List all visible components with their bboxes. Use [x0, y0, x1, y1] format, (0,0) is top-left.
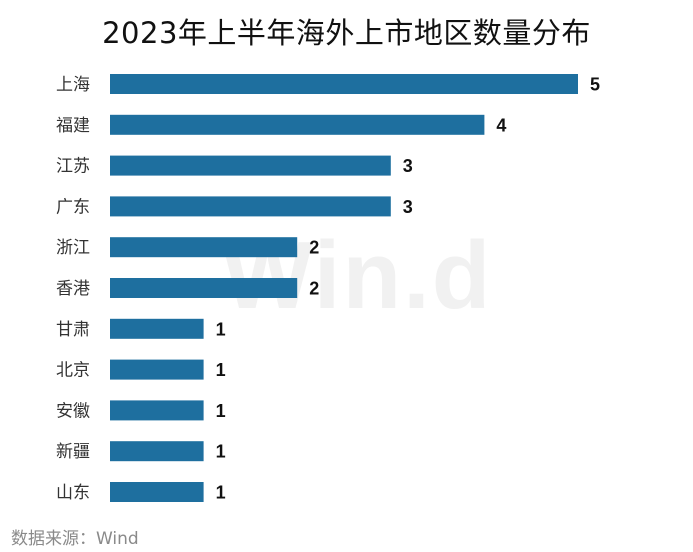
bar — [110, 278, 298, 298]
category-label: 福建 — [56, 116, 90, 136]
category-label: 北京 — [56, 361, 90, 381]
value-label: 3 — [403, 197, 413, 217]
bar — [110, 482, 204, 502]
chart-title: 2023年上半年海外上市地区数量分布 — [102, 16, 591, 50]
category-label: 上海 — [56, 75, 90, 95]
category-label: 香港 — [56, 279, 90, 299]
bar — [110, 400, 204, 421]
value-label: 1 — [216, 483, 226, 503]
bar — [110, 237, 298, 258]
bar — [110, 441, 204, 462]
category-label: 安徽 — [56, 401, 90, 421]
category-label: 浙江 — [56, 238, 90, 258]
value-label: 2 — [309, 238, 319, 258]
value-label: 2 — [309, 279, 319, 299]
value-label: 1 — [216, 401, 226, 421]
bar — [110, 74, 578, 94]
bar — [110, 318, 204, 339]
bar — [110, 196, 391, 217]
bar — [110, 359, 204, 380]
category-label: 江苏 — [56, 157, 90, 177]
value-label: 1 — [216, 442, 226, 462]
value-label: 5 — [590, 75, 600, 95]
bar — [110, 114, 485, 135]
value-label: 3 — [403, 156, 413, 176]
value-label: 4 — [496, 115, 506, 135]
category-label: 甘肃 — [56, 320, 90, 340]
source-note: 数据来源：Wind — [11, 529, 139, 549]
value-label: 1 — [216, 360, 226, 380]
category-label: 新疆 — [56, 442, 90, 462]
bar — [110, 155, 391, 176]
category-label: 广东 — [56, 197, 90, 217]
category-label: 山东 — [56, 483, 90, 503]
value-label: 1 — [216, 319, 226, 339]
